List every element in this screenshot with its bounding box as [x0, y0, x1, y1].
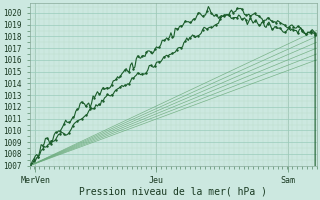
- X-axis label: Pression niveau de la mer( hPa ): Pression niveau de la mer( hPa ): [79, 187, 267, 197]
